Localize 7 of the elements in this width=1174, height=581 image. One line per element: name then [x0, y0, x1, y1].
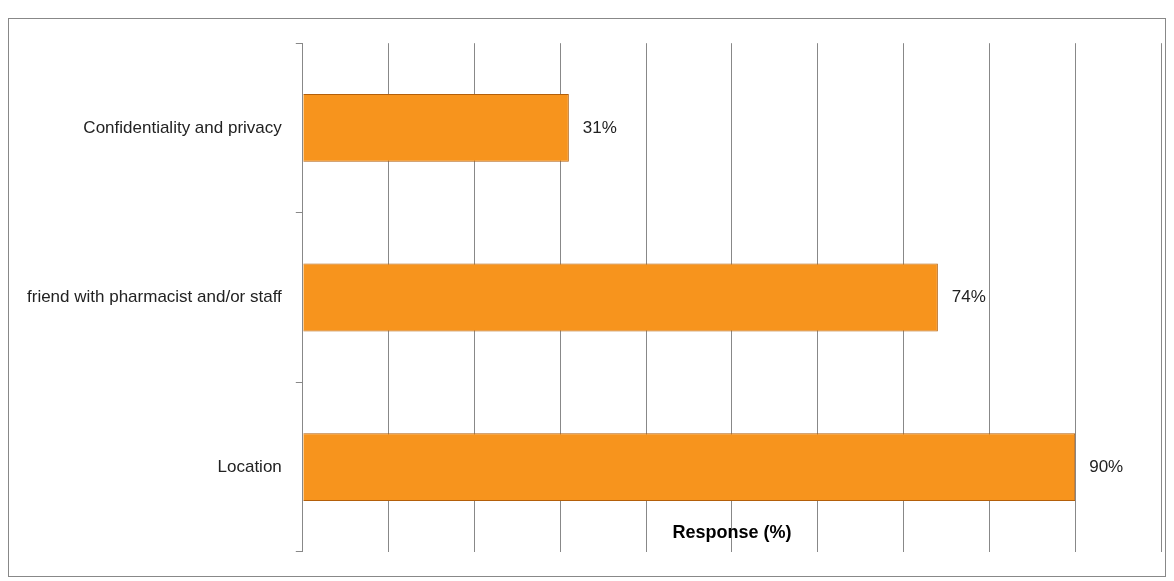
y-tick-label: Location: [217, 456, 282, 476]
y-tick-label: friend with pharmacist and/or staff: [27, 287, 283, 307]
data-label: 31%: [582, 117, 617, 137]
data-label: 74%: [951, 287, 986, 307]
y-tick-label: Confidentiality and privacy: [83, 117, 283, 137]
x-axis-title: Response (%): [672, 521, 792, 542]
data-label: 90%: [1089, 456, 1124, 476]
